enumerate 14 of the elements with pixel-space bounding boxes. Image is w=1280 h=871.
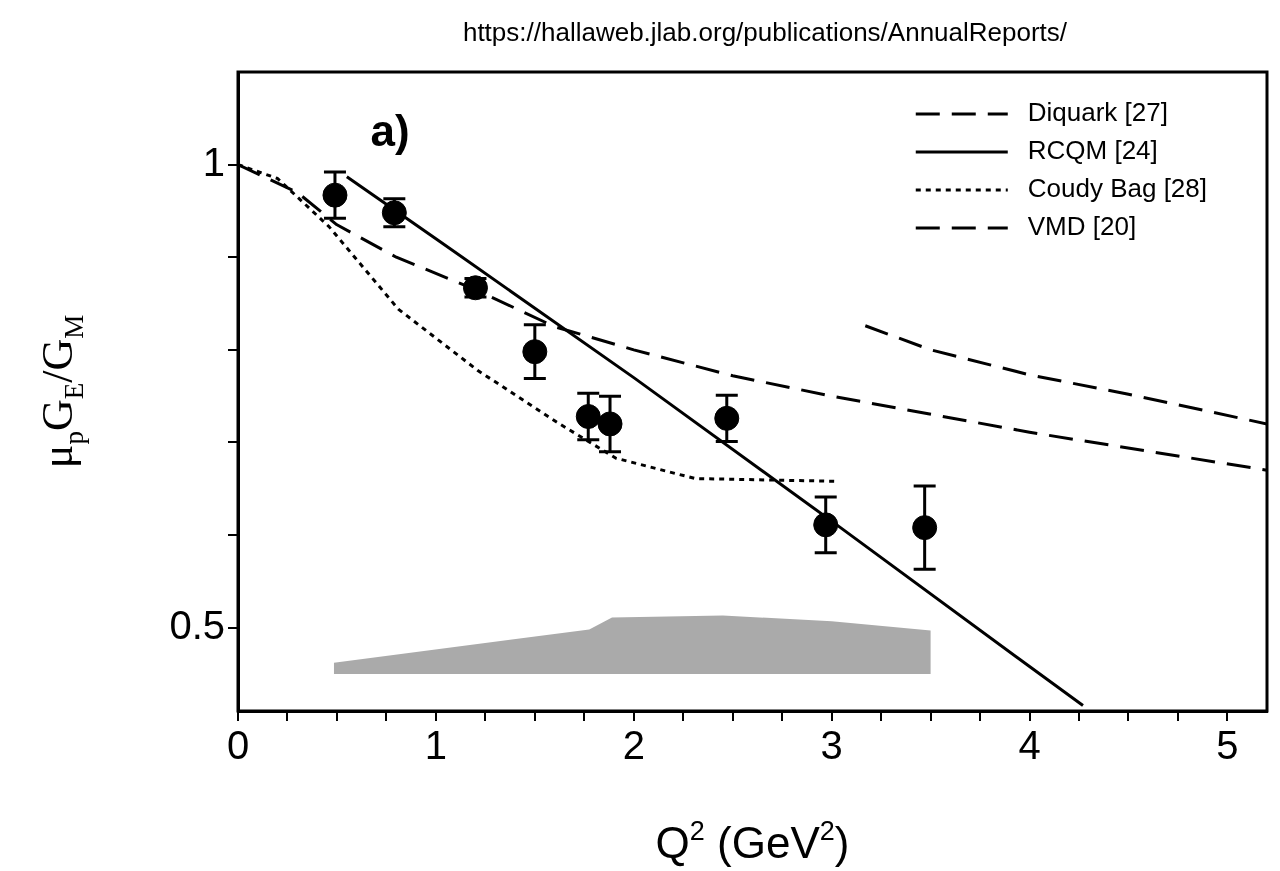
legend-label: RCQM [24] (1027, 135, 1158, 166)
x-tick-label: 1 (424, 723, 448, 768)
x-tick-label: 3 (820, 723, 843, 768)
x-tick-label: 0 (226, 723, 250, 768)
x-tick-label: 5 (1216, 723, 1239, 768)
legend-label: Coudy Bag [28] (1027, 173, 1207, 204)
x-tick-label: 4 (1018, 723, 1041, 768)
legend-label: VMD [20] (1027, 211, 1137, 242)
y-tick-label: 0.5 (169, 602, 225, 647)
annotation: a) (370, 106, 410, 156)
x-tick-label: 2 (622, 723, 645, 768)
text: https://hallaweb.jlab.org/publications/AnnualReports/ (462, 17, 1068, 48)
legend-label: Diquark [27] (1027, 97, 1168, 128)
y-axis-title: μpGE/GM (33, 314, 89, 469)
